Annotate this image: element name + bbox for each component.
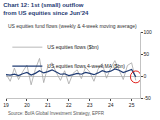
svg-text:23: 23 xyxy=(87,102,93,108)
svg-text:22: 22 xyxy=(66,102,72,108)
svg-text:50: 50 xyxy=(144,51,150,57)
svg-text:100: 100 xyxy=(144,29,153,35)
svg-text:25: 25 xyxy=(129,102,135,108)
svg-text:19: 19 xyxy=(3,102,9,108)
svg-text:0: 0 xyxy=(144,73,147,79)
svg-text:24: 24 xyxy=(108,102,114,108)
svg-text:US equities fund flows (weekly: US equities fund flows (weekly & 4-week … xyxy=(8,23,137,29)
svg-text:-50: -50 xyxy=(144,95,151,101)
svg-text:21: 21 xyxy=(45,102,51,108)
svg-text:US equities flows 4-week MA ($: US equities flows 4-week MA ($bn) xyxy=(47,63,125,69)
svg-text:20: 20 xyxy=(24,102,30,108)
svg-text:US equities flows ($bn): US equities flows ($bn) xyxy=(47,44,99,50)
svg-text:Source: BofA Global Investment: Source: BofA Global Investment Strategy,… xyxy=(8,111,105,116)
svg-text:Chart 12: 1st (small) outflowf: Chart 12: 1st (small) outflowfrom US equ… xyxy=(3,2,89,16)
